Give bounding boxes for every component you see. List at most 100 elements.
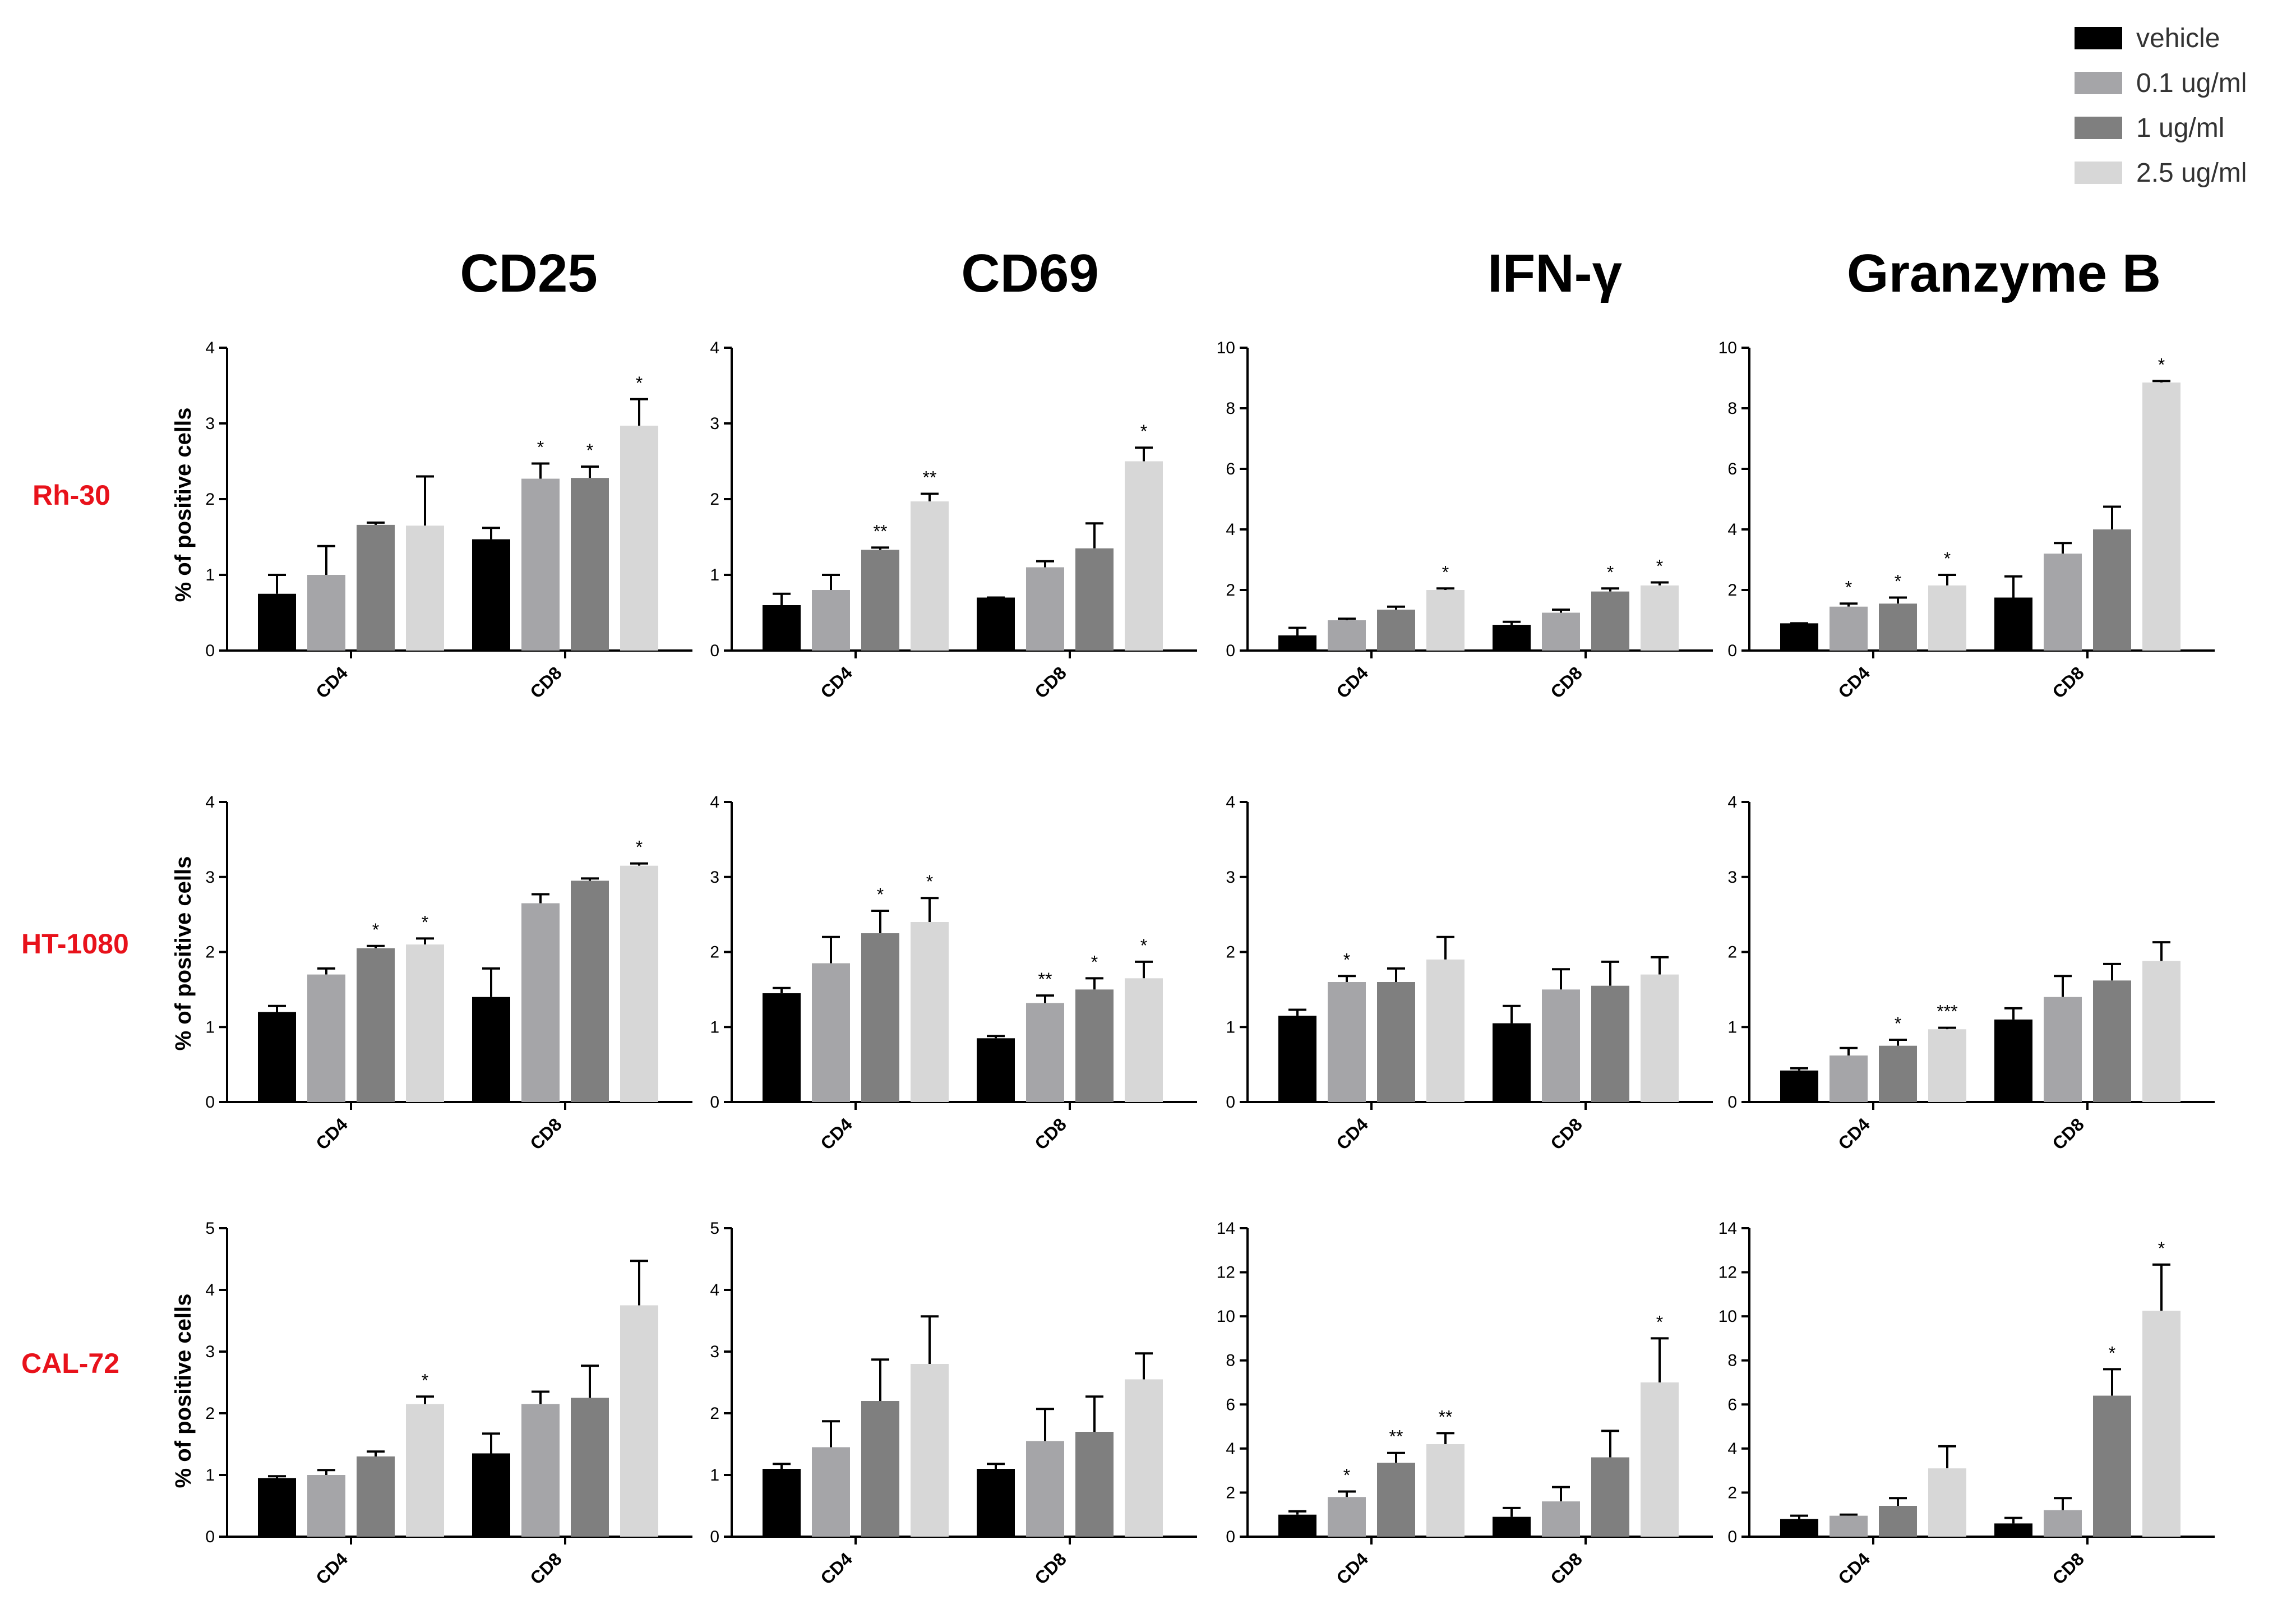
y-tick-label: 12 xyxy=(1718,1264,1737,1282)
bar-cd4-vehicle xyxy=(1780,623,1818,651)
significance-cd4-1-ug-ml: * xyxy=(1895,571,1901,592)
y-tick-label: 3 xyxy=(710,868,719,887)
bar-cd8-vehicle xyxy=(1493,625,1531,651)
y-tick-label: 3 xyxy=(1727,868,1737,887)
y-tick-label: 1 xyxy=(205,566,215,584)
bar-cd4-vehicle xyxy=(258,593,296,651)
bar-cd4-vehicle xyxy=(763,993,801,1102)
bar-cd8-1-ug-ml xyxy=(1075,989,1114,1102)
bar-cd4-1-ug-ml xyxy=(861,933,899,1102)
y-tick-label: 6 xyxy=(1226,1395,1235,1414)
significance-cd4-0-1-ug-ml: * xyxy=(1343,949,1350,970)
panel-cal72-cd25: 0 1 2 3 4 5 * CD4 CD8 xyxy=(205,1219,692,1588)
y-tick-label: 6 xyxy=(1226,460,1235,478)
y-tick-label: 4 xyxy=(710,339,719,357)
bar-cd8-vehicle xyxy=(1994,597,2032,651)
significance-cd8-0-1-ug-ml: * xyxy=(537,437,544,458)
bar-cd4-1-ug-ml xyxy=(861,1401,899,1537)
significance-cd4-1-ug-ml: * xyxy=(372,920,379,940)
row-label-cal72: CAL-72 xyxy=(21,1348,119,1379)
x-category-label-cd8: CD8 xyxy=(1546,1114,1586,1154)
bar-cd8-0-1-ug-ml xyxy=(1542,1501,1580,1537)
column-title-cd69: CD69 xyxy=(961,243,1098,303)
y-tick-label: 6 xyxy=(1727,460,1737,478)
y-axis-title-cal72: % of positive cells xyxy=(171,1294,196,1488)
x-category-label-cd8: CD8 xyxy=(1031,1114,1070,1154)
significance-cd8-2-5-ug-ml: * xyxy=(2158,1238,2165,1258)
y-tick-label: 10 xyxy=(1217,1307,1235,1326)
y-tick-label: 8 xyxy=(1727,1352,1737,1370)
bar-cd8-1-ug-ml xyxy=(1591,985,1629,1102)
x-category-label-cd4: CD4 xyxy=(816,1114,856,1154)
y-tick-label: 10 xyxy=(1217,339,1235,357)
bar-cd8-0-1-ug-ml xyxy=(2044,997,2082,1102)
significance-cd4-2-5-ug-ml: * xyxy=(1442,562,1449,582)
bar-cd8-1-ug-ml xyxy=(1075,548,1114,651)
legend-swatch-0.1 xyxy=(2075,72,2122,94)
column-title-ifng: IFN-γ xyxy=(1487,243,1623,303)
bar-cd8-2-5-ug-ml xyxy=(620,426,658,651)
bar-cd8-vehicle xyxy=(977,1038,1015,1102)
bar-cd4-vehicle xyxy=(1780,1070,1818,1102)
bar-cd8-2-5-ug-ml xyxy=(1125,978,1163,1102)
bar-cd8-0-1-ug-ml xyxy=(1542,612,1580,651)
bar-cd8-vehicle xyxy=(977,597,1015,651)
legend-swatch-2.5 xyxy=(2075,162,2122,184)
bar-cd8-0-1-ug-ml xyxy=(1026,567,1064,651)
significance-cd4-2-5-ug-ml: * xyxy=(422,1370,428,1390)
bar-cd4-1-ug-ml xyxy=(1879,603,1917,651)
significance-cd4-2-5-ug-ml: * xyxy=(1944,548,1951,569)
y-tick-label: 2 xyxy=(205,1404,215,1423)
y-tick-label: 2 xyxy=(1727,943,1737,962)
y-tick-label: 2 xyxy=(710,490,719,509)
y-tick-label: 5 xyxy=(205,1219,215,1238)
y-tick-label: 0 xyxy=(1226,1093,1235,1112)
bar-cd4-0-1-ug-ml xyxy=(1328,620,1366,651)
bar-cd4-0-1-ug-ml xyxy=(307,974,345,1102)
y-tick-label: 0 xyxy=(1727,642,1737,660)
x-category-label-cd8: CD8 xyxy=(2048,1114,2088,1154)
significance-cd8-2-5-ug-ml: * xyxy=(636,373,643,393)
bar-cd8-0-1-ug-ml xyxy=(2044,554,2082,651)
legend-swatch-1 xyxy=(2075,117,2122,139)
significance-cd8-2-5-ug-ml: * xyxy=(2158,354,2165,375)
bar-cd4-2-5-ug-ml xyxy=(1426,1444,1465,1537)
row-label-ht1080: HT-1080 xyxy=(21,928,129,960)
significance-cd4-2-5-ug-ml: ** xyxy=(923,468,937,488)
y-axis-title-ht1080: % of positive cells xyxy=(171,856,196,1051)
bar-cd8-1-ug-ml xyxy=(2093,980,2131,1102)
bar-cd8-2-5-ug-ml xyxy=(1125,1379,1163,1537)
bar-cd8-1-ug-ml xyxy=(1591,1457,1629,1537)
bar-cd8-vehicle xyxy=(472,997,510,1102)
bar-cd4-0-1-ug-ml xyxy=(1830,1515,1868,1537)
y-tick-label: 8 xyxy=(1226,399,1235,418)
bar-cd4-vehicle xyxy=(1278,635,1316,651)
bar-cd4-0-1-ug-ml xyxy=(307,1475,345,1537)
bar-cd8-1-ug-ml xyxy=(1075,1432,1114,1537)
y-tick-label: 3 xyxy=(205,414,215,433)
bar-cd4-1-ug-ml xyxy=(1879,1045,1917,1102)
bar-cd8-0-1-ug-ml xyxy=(1026,1441,1064,1537)
panel-ht1080-cd25: 0 1 2 3 4 * * CD4 * CD8 xyxy=(205,793,692,1154)
panel-rh30-cd69: 0 1 2 3 4 ** ** CD4 * CD8 xyxy=(710,339,1197,702)
bar-cd4-1-ug-ml xyxy=(1377,982,1415,1102)
bar-cd4-2-5-ug-ml xyxy=(1928,585,1966,651)
panel-rh30-ifng: 0 2 4 6 8 10 * CD4 * * CD8 xyxy=(1217,339,1713,702)
bar-cd4-1-ug-ml xyxy=(1377,610,1415,651)
bar-cd4-1-ug-ml xyxy=(861,550,899,651)
row-label-rh30: Rh-30 xyxy=(33,480,110,511)
y-tick-label: 0 xyxy=(1226,642,1235,660)
y-tick-label: 0 xyxy=(710,642,719,660)
y-tick-label: 4 xyxy=(710,1281,719,1299)
significance-cd8-2-5-ug-ml: * xyxy=(1656,556,1663,577)
y-tick-label: 2 xyxy=(710,1404,719,1423)
bar-cd4-2-5-ug-ml xyxy=(1928,1468,1966,1537)
y-tick-label: 4 xyxy=(205,339,215,357)
bar-cd4-vehicle xyxy=(1278,1514,1316,1537)
bar-cd4-vehicle xyxy=(763,1469,801,1537)
panel-cal72-cd69: 0 1 2 3 4 5 CD4 CD8 xyxy=(710,1219,1197,1588)
y-tick-label: 1 xyxy=(710,566,719,584)
